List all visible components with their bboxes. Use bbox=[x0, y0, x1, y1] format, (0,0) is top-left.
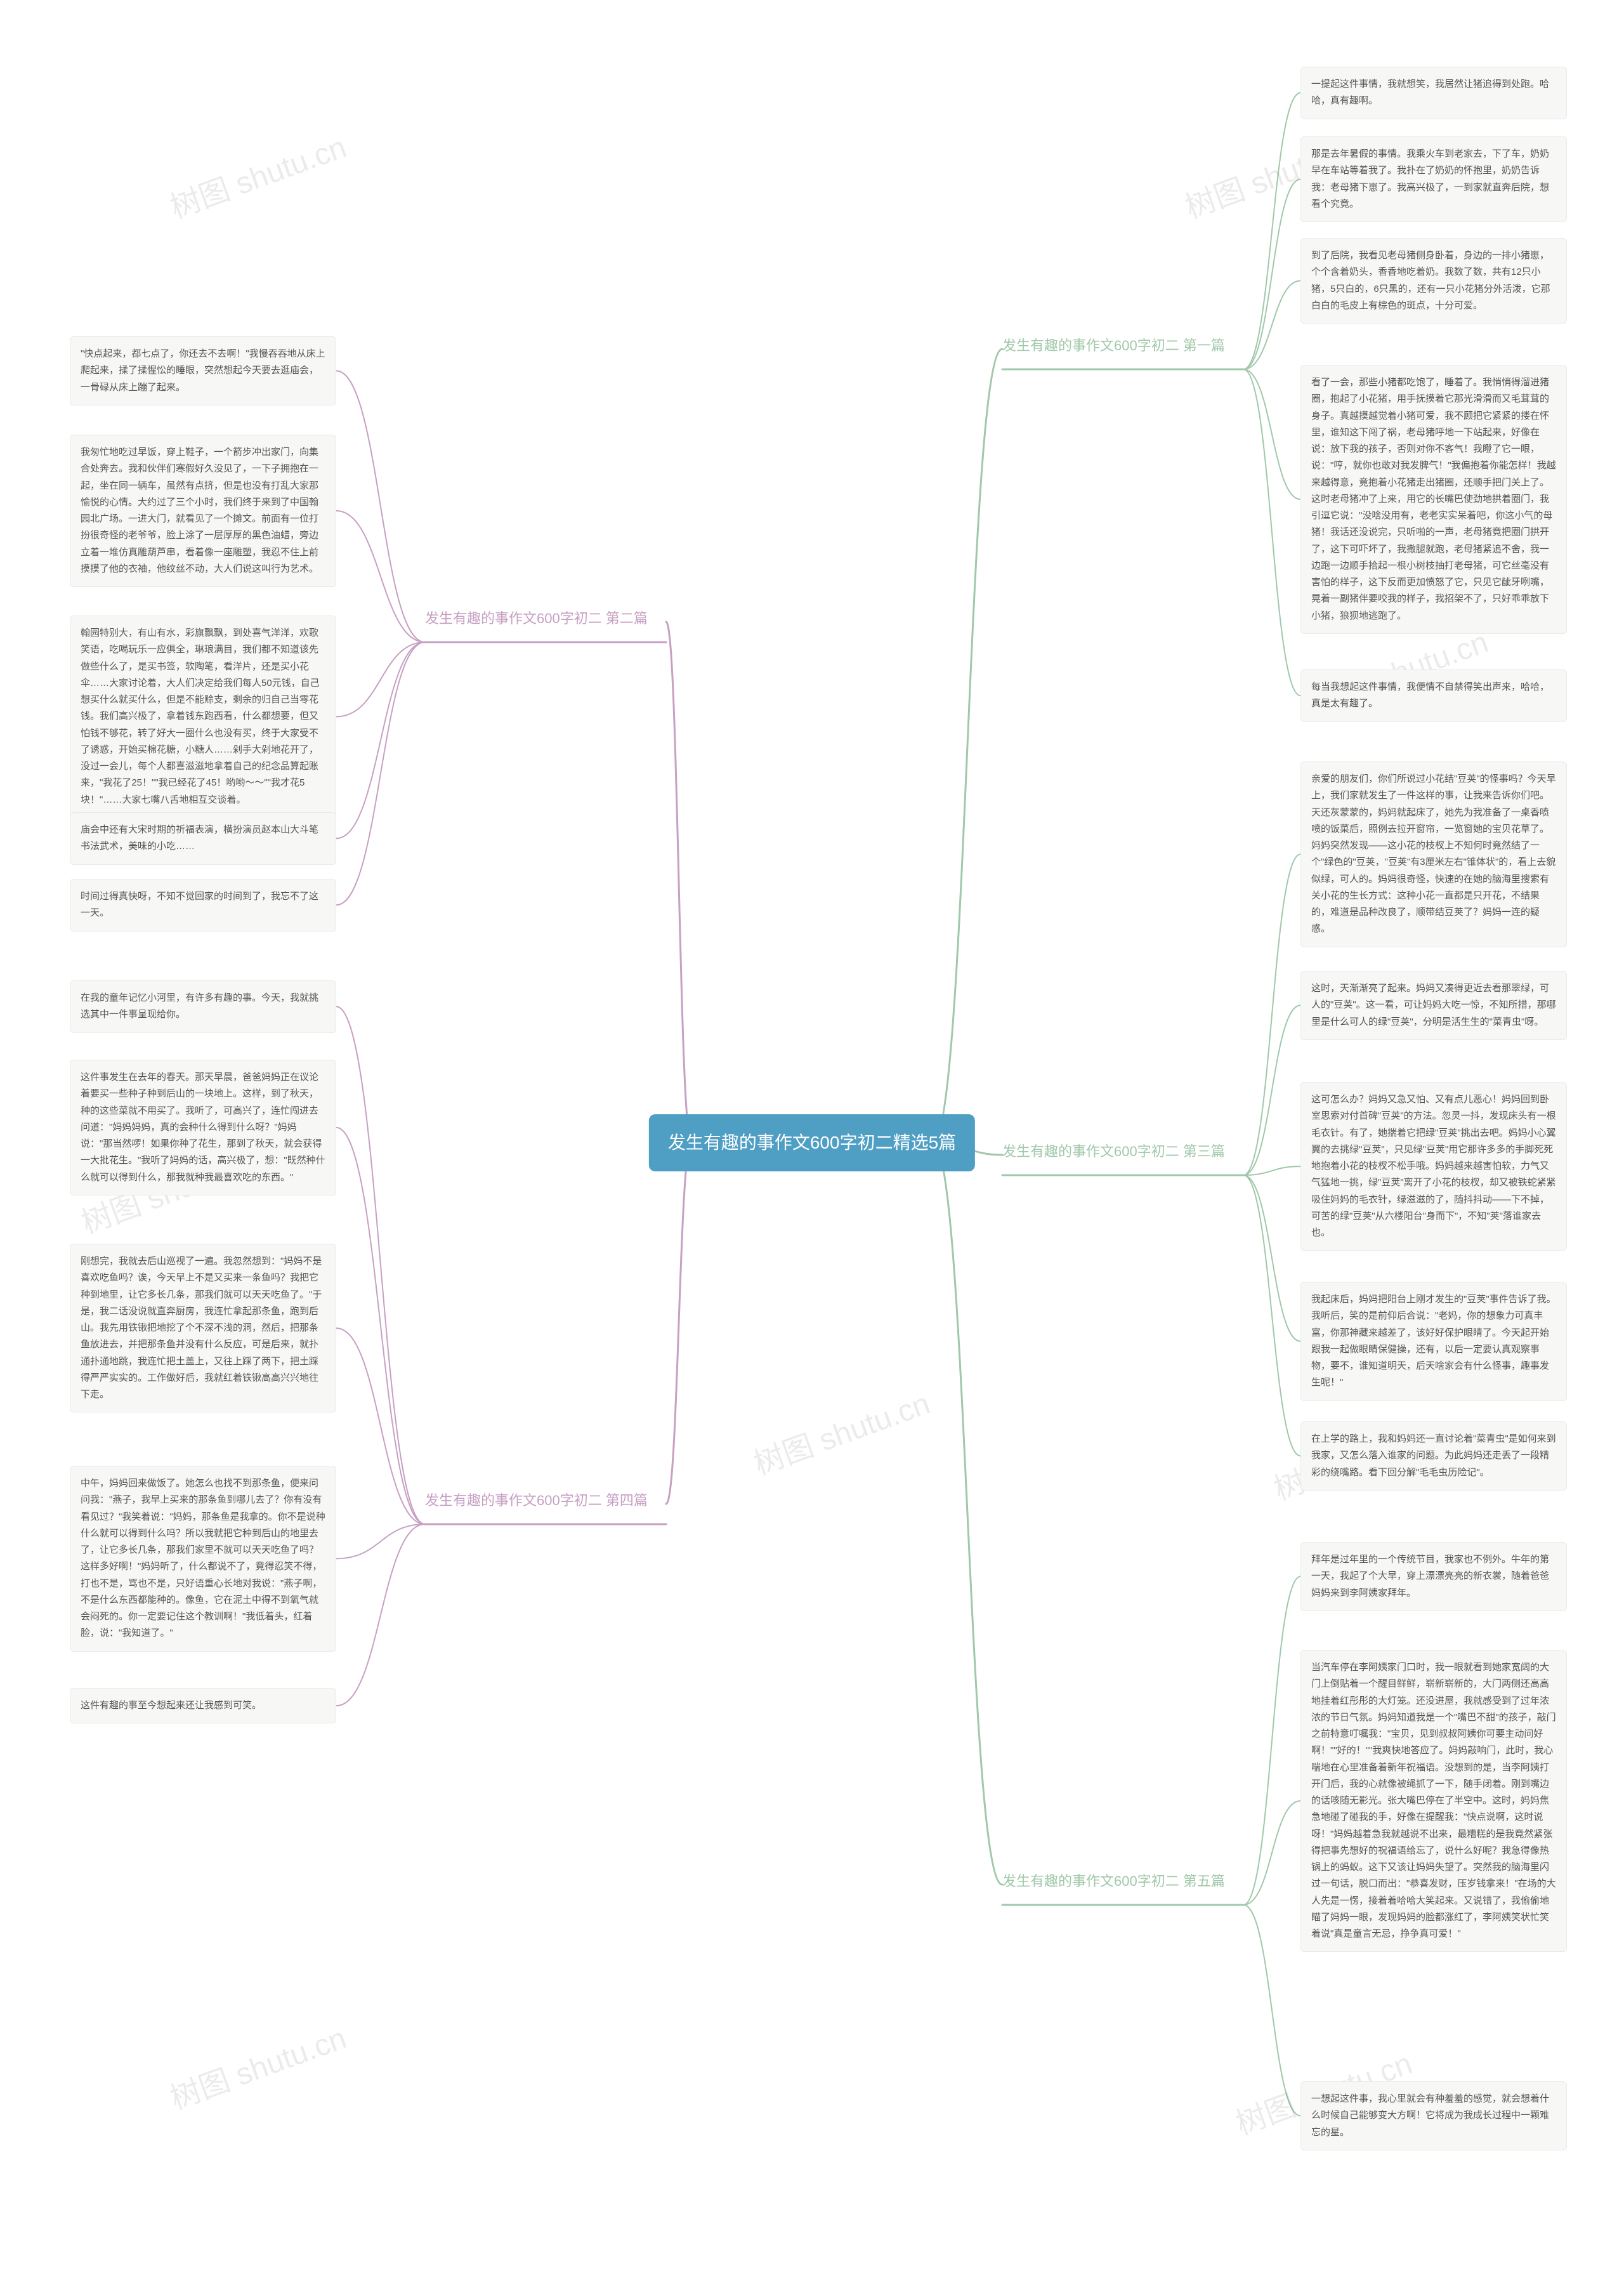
leaf-node: 翰园特别大，有山有水，彩旗飘飘，到处喜气洋洋，欢歌笑语，吃喝玩乐一应俱全，琳琅满… bbox=[70, 616, 336, 818]
leaf-node: 这可怎么办？妈妈又急又怕、又有点儿恶心！妈妈回到卧室思索对付首碑"豆荚"的方法。… bbox=[1300, 1082, 1567, 1251]
leaf-node: 这件事发生在去年的春天。那天早晨，爸爸妈妈正在议论着要买一些种子种到后山的一块地… bbox=[70, 1060, 336, 1195]
leaf-node: 到了后院，我看见老母猪侧身卧着，身边的一排小猪崽，个个含着奶头，香香地吃着奶。我… bbox=[1300, 238, 1567, 324]
watermark: 树图 shutu.cn bbox=[747, 1378, 935, 1483]
leaf-node: 时间过得真快呀，不知不觉回家的时间到了，我忘不了这一天。 bbox=[70, 879, 336, 932]
leaf-node: 中午，妈妈回来做饭了。她怎么也找不到那条鱼，便来问问我："燕子，我早上买来的那条… bbox=[70, 1466, 336, 1652]
leaf-node: 看了一会，那些小猪都吃饱了，睡着了。我悄悄得溜进猪圈，抱起了小花猪，用手抚摸着它… bbox=[1300, 365, 1567, 634]
leaf-node: 当汽车停在李阿姨家门口时，我一眼就看到她家宽阔的大门上倒贴着一个醒目鲜鲜，崭新崭… bbox=[1300, 1650, 1567, 1952]
center-node: 发生有趣的事作文600字初二精选5篇 bbox=[649, 1114, 975, 1171]
branch-label: 发生有趣的事作文600字初二 第五篇 bbox=[1002, 1872, 1243, 1892]
leaf-node: 每当我想起这件事情，我便情不自禁得笑出声来，哈哈，真是太有趣了。 bbox=[1300, 669, 1567, 722]
branch-label: 发生有趣的事作文600字初二 第二篇 bbox=[425, 609, 666, 629]
leaf-node: 一提起这件事情，我就想笑，我居然让猪追得到处跑。哈哈，真有趣啊。 bbox=[1300, 67, 1567, 119]
leaf-node: 我起床后，妈妈把阳台上刚才发生的"豆荚"事件告诉了我。我听后，笑的是前仰后合说：… bbox=[1300, 1282, 1567, 1401]
leaf-node: 在我的童年记忆小河里，有许多有趣的事。今天，我就挑选其中一件事呈现给你。 bbox=[70, 980, 336, 1033]
branch-label: 发生有趣的事作文600字初二 第三篇 bbox=[1002, 1142, 1243, 1162]
leaf-node: 拜年是过年里的一个传统节目，我家也不例外。牛年的第一天，我起了个大早，穿上漂漂亮… bbox=[1300, 1542, 1567, 1611]
branch-label: 发生有趣的事作文600字初二 第一篇 bbox=[1002, 336, 1243, 356]
leaf-node: 一想起这件事，我心里就会有种羞羞的感觉，就会想着什么时候自己能够变大方啊！它将成… bbox=[1300, 2081, 1567, 2150]
watermark: 树图 shutu.cn bbox=[163, 2013, 351, 2117]
leaf-node: 我匆忙地吃过早饭，穿上鞋子，一个箭步冲出家门，向集合处奔去。我和伙伴们寒假好久没… bbox=[70, 435, 336, 587]
leaf-node: "快点起来，都七点了，你还去不去啊！"我慢吞吞地从床上爬起来，揉了揉惺忪的睡眼，… bbox=[70, 336, 336, 405]
leaf-node: 庙会中还有大宋时期的祈福表演，横扮演员赵本山大斗笔书法武术，美味的小吃…… bbox=[70, 812, 336, 865]
leaf-node: 这时，天渐渐亮了起来。妈妈又凑得更近去看那翠绿，可人的"豆荚"。这一看，可让妈妈… bbox=[1300, 971, 1567, 1040]
leaf-node: 刚想完，我就去后山巡视了一遍。我忽然想到："妈妈不是喜欢吃鱼吗？诶，今天早上不是… bbox=[70, 1244, 336, 1412]
leaf-node: 那是去年暑假的事情。我乘火车到老家去，下了车，奶奶早在车站等着我了。我扑在了奶奶… bbox=[1300, 136, 1567, 222]
center-text: 发生有趣的事作文600字初二精选5篇 bbox=[668, 1133, 956, 1152]
leaf-node: 亲爱的朋友们，你们所说过小花结"豆荚"的怪事吗？今天早上，我们家就发生了一件这样… bbox=[1300, 761, 1567, 947]
leaf-node: 在上学的路上，我和妈妈还一直讨论着"菜青虫"是如何来到我家，又怎么落入谁家的问题… bbox=[1300, 1421, 1567, 1491]
watermark: 树图 shutu.cn bbox=[163, 122, 351, 227]
leaf-node: 这件有趣的事至今想起来还让我感到可笑。 bbox=[70, 1688, 336, 1723]
branch-label: 发生有趣的事作文600字初二 第四篇 bbox=[425, 1491, 666, 1511]
